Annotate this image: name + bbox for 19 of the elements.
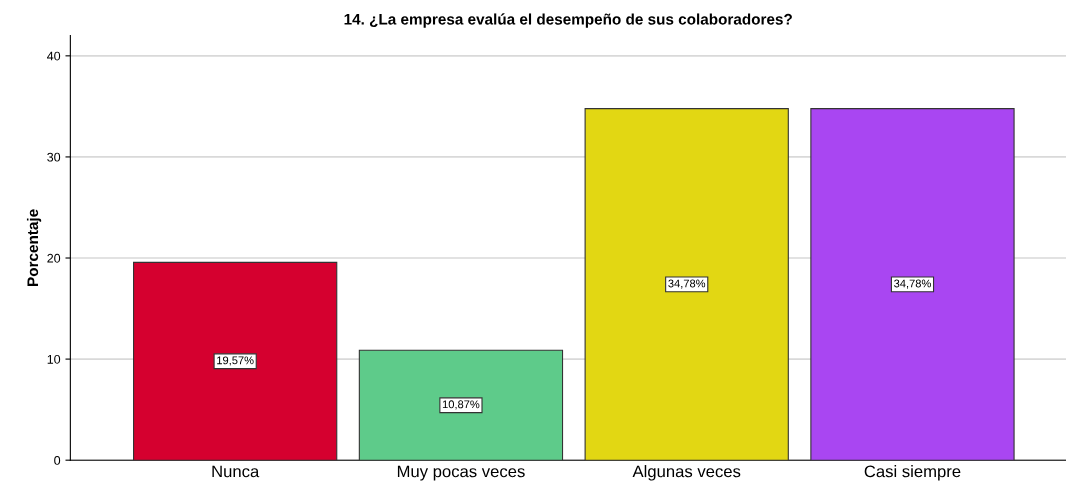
x-tick-label: Nunca: [212, 465, 260, 478]
y-tick-label: 30: [47, 152, 61, 162]
bar: [584, 108, 789, 461]
y-tick-label: 20: [47, 253, 61, 263]
bar: [810, 108, 1015, 461]
data-label: 10,87%: [442, 400, 480, 410]
bar: [133, 261, 338, 461]
data-label: 34,78%: [668, 279, 706, 289]
y-tick-label: 10: [47, 354, 61, 364]
y-tick-label: 40: [47, 51, 61, 61]
bar: [358, 349, 564, 461]
x-tick-label: Casi siempre: [864, 465, 961, 481]
y-tick-label: 0: [54, 455, 61, 465]
x-tick-label: Muy pocas veces: [397, 465, 525, 481]
chart-title: 14. ¿La empresa evalúa el desempeño de sus colaboradores?: [344, 13, 792, 28]
data-label: 34,78%: [894, 279, 931, 289]
y-axis-title: Porcentaje: [26, 209, 42, 286]
x-tick-label: Algunas veces: [632, 465, 741, 481]
data-label: 19,57%: [217, 356, 254, 366]
